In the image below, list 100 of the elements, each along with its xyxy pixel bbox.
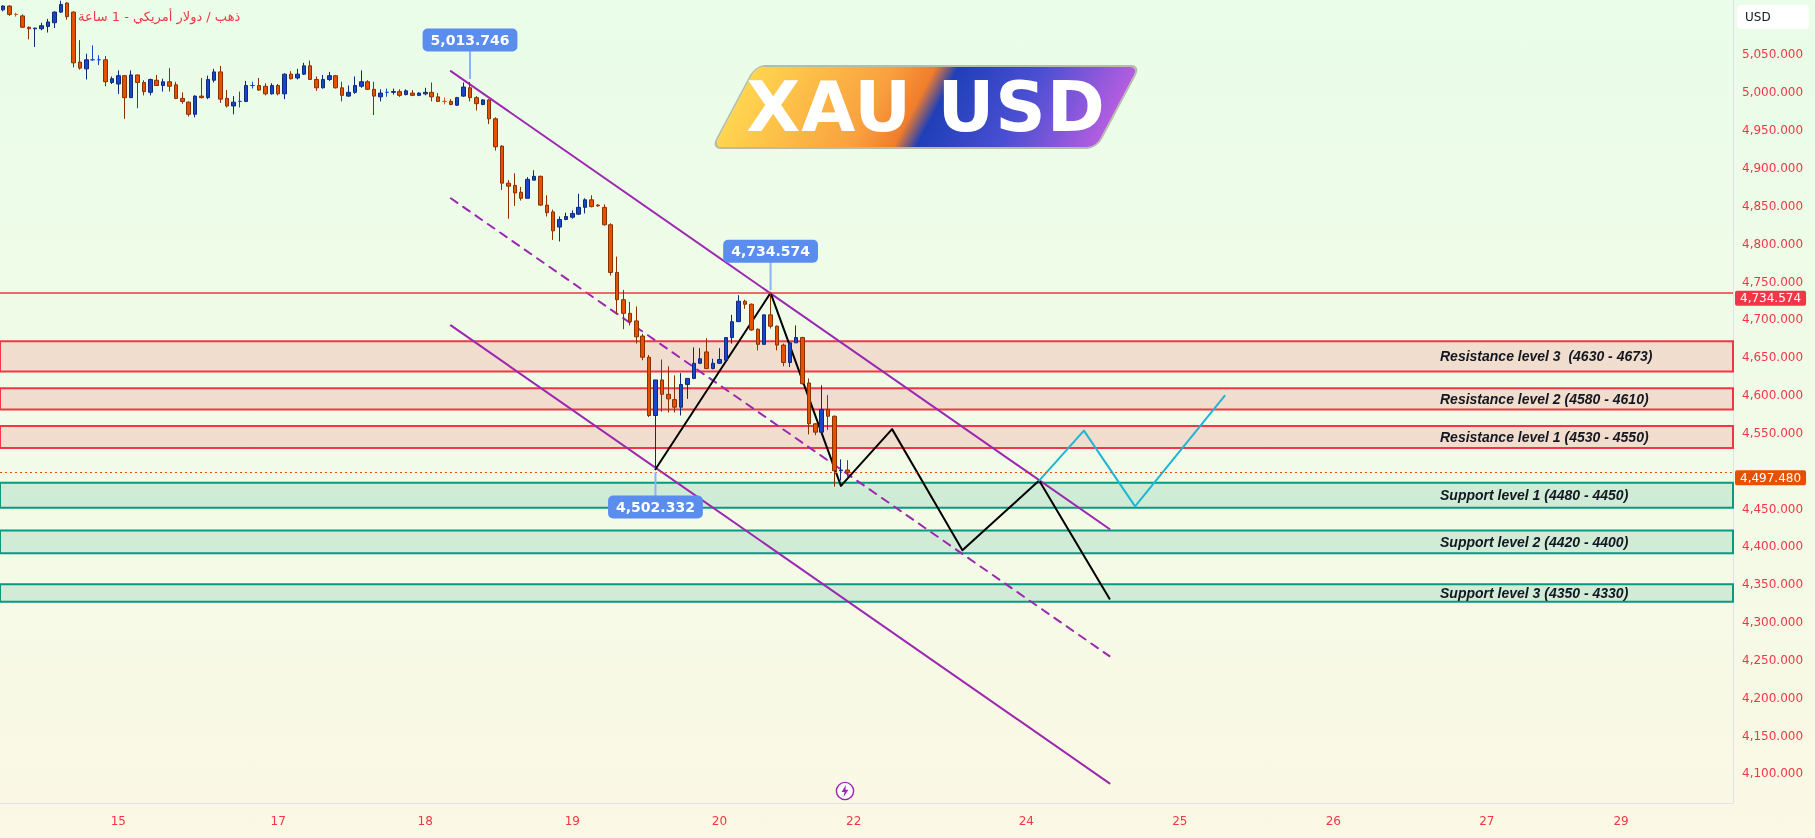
candlestick bbox=[33, 27, 37, 48]
candlestick bbox=[270, 82, 274, 96]
candlestick bbox=[653, 379, 658, 470]
candlestick bbox=[813, 422, 818, 436]
candlestick bbox=[78, 39, 82, 71]
candlestick bbox=[826, 394, 830, 431]
y-tick-label: 4,100.000 bbox=[1742, 766, 1804, 781]
candlestick bbox=[84, 53, 89, 80]
candlestick bbox=[212, 68, 216, 83]
candlestick bbox=[122, 74, 127, 120]
candlestick bbox=[257, 77, 261, 92]
candlestick bbox=[730, 314, 734, 345]
candlestick bbox=[538, 175, 543, 207]
candlestick bbox=[698, 347, 702, 365]
candlestick bbox=[359, 69, 364, 89]
candlestick bbox=[327, 71, 332, 82]
candlestick bbox=[628, 301, 632, 326]
candlestick bbox=[794, 324, 798, 344]
candlestick bbox=[1, 4, 5, 12]
candlestick bbox=[532, 169, 536, 181]
x-tick-label: 22 bbox=[846, 814, 862, 828]
candlestick bbox=[583, 197, 587, 214]
candlestick bbox=[206, 75, 210, 100]
y-tick-label: 4,450.000 bbox=[1742, 501, 1804, 516]
candlestick bbox=[468, 81, 472, 102]
y-tick-label: 4,400.000 bbox=[1742, 539, 1804, 554]
candlestick bbox=[276, 83, 280, 96]
candlestick bbox=[180, 91, 185, 105]
candlestick bbox=[129, 69, 133, 99]
candlestick bbox=[71, 10, 76, 68]
candlestick bbox=[768, 292, 773, 329]
candlestick bbox=[775, 324, 779, 351]
candlestick bbox=[110, 75, 114, 85]
candlestick bbox=[692, 346, 696, 380]
y-tick-label: 4,200.000 bbox=[1742, 690, 1804, 705]
x-tick-label: 25 bbox=[1172, 814, 1188, 828]
candlestick bbox=[244, 80, 248, 103]
candlestick bbox=[282, 72, 287, 100]
candlestick bbox=[500, 144, 504, 191]
x-tick-label: 19 bbox=[564, 814, 580, 828]
candlestick bbox=[807, 377, 811, 435]
band-label: Support level 3 (4350 - 4330) bbox=[1440, 584, 1629, 601]
ref-line-label: 4,734.574 bbox=[1740, 291, 1802, 306]
x-tick-label: 18 bbox=[417, 814, 433, 828]
line-series bbox=[1038, 394, 1226, 508]
candlestick bbox=[20, 13, 25, 29]
candlestick bbox=[621, 289, 626, 330]
candlestick bbox=[410, 89, 415, 97]
candlestick bbox=[762, 314, 766, 345]
text: ذهب / دولار أمريكي - 1 ساعة bbox=[78, 9, 241, 24]
candlestick bbox=[423, 87, 428, 96]
candlestick bbox=[174, 81, 178, 100]
candlestick bbox=[711, 358, 715, 370]
candlestick bbox=[154, 74, 159, 87]
band-label: Support level 2 (4420 - 4400) bbox=[1440, 533, 1629, 550]
candlestick bbox=[685, 377, 690, 400]
candlestick bbox=[596, 203, 600, 208]
candlestick bbox=[199, 77, 204, 99]
candlestick bbox=[167, 67, 172, 93]
x-tick-label: 17 bbox=[270, 814, 286, 828]
candlestick bbox=[103, 55, 108, 87]
candlestick bbox=[378, 88, 383, 102]
candlestick bbox=[225, 89, 229, 108]
candlestick bbox=[647, 354, 651, 418]
y-tick-label: 4,750.000 bbox=[1742, 274, 1804, 289]
candlestick bbox=[474, 95, 479, 111]
y-tick-label: 4,800.000 bbox=[1742, 236, 1804, 251]
candlestick bbox=[736, 294, 741, 323]
y-tick-label: 4,850.000 bbox=[1742, 198, 1804, 213]
candlestick bbox=[615, 256, 619, 314]
x-tick-label: 20 bbox=[711, 814, 728, 828]
candlestick bbox=[397, 88, 402, 98]
annotation: 5,013.746 bbox=[430, 31, 510, 48]
candlestick bbox=[788, 341, 792, 368]
candlestick bbox=[365, 79, 370, 91]
candlestick bbox=[455, 96, 459, 107]
candlestick bbox=[717, 347, 722, 365]
y-tick-label: 4,900.000 bbox=[1742, 161, 1804, 176]
y-tick-label: 4,700.000 bbox=[1742, 312, 1804, 327]
candlestick bbox=[59, 0, 63, 14]
candlestick bbox=[417, 91, 421, 97]
candlestick bbox=[487, 98, 491, 125]
candlestick bbox=[660, 359, 664, 413]
candlestick bbox=[148, 78, 153, 96]
candlestick bbox=[756, 327, 760, 351]
annotation: 4,502.332 bbox=[616, 498, 695, 515]
candlestick bbox=[551, 209, 555, 241]
text: XAU USD bbox=[746, 66, 1106, 148]
candlestick bbox=[513, 172, 517, 207]
candlestick bbox=[545, 194, 549, 217]
candlestick bbox=[724, 337, 728, 362]
candlestick bbox=[704, 337, 709, 370]
candlestick bbox=[308, 60, 312, 80]
candlestick bbox=[800, 336, 805, 385]
y-tick-label: 4,250.000 bbox=[1742, 652, 1804, 667]
candlestick bbox=[263, 82, 268, 96]
candlestick bbox=[679, 372, 683, 416]
candlestick bbox=[353, 75, 357, 95]
candlestick bbox=[186, 100, 191, 118]
candlestick bbox=[391, 88, 396, 96]
